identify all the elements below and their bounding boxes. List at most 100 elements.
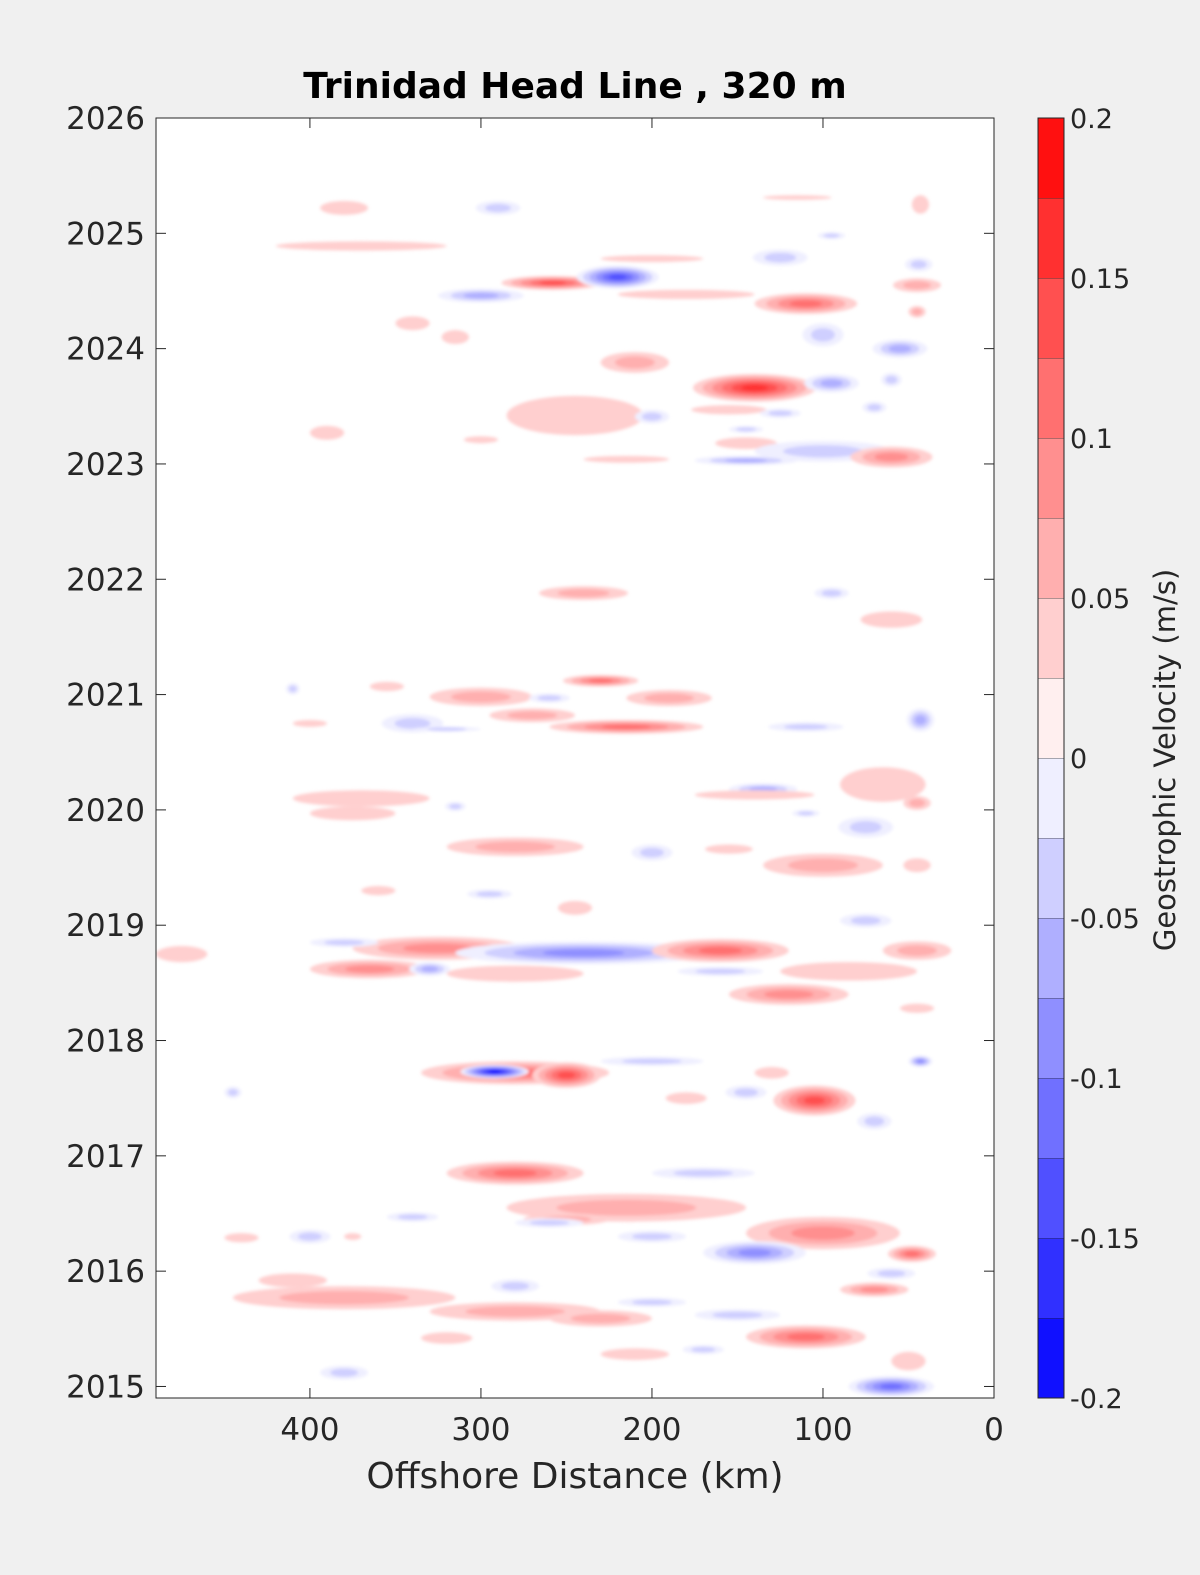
heat-feature xyxy=(728,984,849,1005)
heat-contour xyxy=(811,328,835,342)
heat-contour xyxy=(279,1290,409,1305)
heat-feature xyxy=(899,1003,935,1013)
heat-contour xyxy=(736,427,756,432)
heat-contour xyxy=(402,943,474,954)
heat-contour xyxy=(463,292,499,299)
heat-feature xyxy=(320,201,369,215)
heat-contour xyxy=(556,1199,697,1216)
heat-contour xyxy=(911,195,930,214)
heat-contour xyxy=(275,241,447,251)
heat-contour xyxy=(258,1273,328,1288)
heat-feature xyxy=(292,790,430,807)
colorbar-band xyxy=(1038,1318,1064,1398)
heat-contour xyxy=(764,252,797,263)
heat-contour xyxy=(345,965,395,973)
heat-contour xyxy=(451,691,511,703)
heat-feature xyxy=(682,1344,724,1355)
heat-contour xyxy=(632,1233,672,1240)
heat-contour xyxy=(888,344,912,353)
colorbar-tick-label: 0.1 xyxy=(1070,424,1113,455)
heat-contour xyxy=(632,1299,672,1305)
y-axis: 2015 2016 2017 2018 2019 2020 2021 2022 2023 2024… xyxy=(66,101,994,1405)
heat-feature xyxy=(703,1241,806,1265)
heat-contour xyxy=(421,1332,473,1344)
heat-contour xyxy=(557,900,593,915)
heat-feature xyxy=(429,687,533,707)
colorbar-band xyxy=(1038,278,1064,358)
heat-feature xyxy=(539,586,629,601)
heat-feature xyxy=(694,455,798,466)
y-tick-label: 2026 xyxy=(66,101,145,137)
heat-contour xyxy=(820,379,843,388)
chart-title: Trinidad Head Line , 320 m xyxy=(303,66,846,107)
heat-feature xyxy=(882,941,952,960)
heat-contour xyxy=(449,803,462,810)
heat-contour xyxy=(694,790,815,800)
heat-feature xyxy=(694,790,815,800)
heat-contour xyxy=(860,1286,889,1293)
heat-feature xyxy=(156,945,208,963)
heat-contour xyxy=(880,1383,903,1390)
heat-contour xyxy=(601,724,651,730)
heat-contour xyxy=(156,945,208,963)
plot-area xyxy=(156,118,994,1398)
y-tick-label: 2019 xyxy=(66,908,145,944)
heat-feature xyxy=(617,1297,687,1307)
heat-feature xyxy=(600,255,704,263)
colorbar-band xyxy=(1038,758,1064,838)
heat-feature xyxy=(887,1245,936,1262)
x-tick-label: 200 xyxy=(622,1412,681,1448)
heat-feature xyxy=(651,1167,755,1179)
heat-feature xyxy=(412,726,481,732)
heat-feature xyxy=(848,1376,935,1397)
heat-feature xyxy=(804,374,859,393)
heat-feature xyxy=(840,767,926,802)
heat-contour xyxy=(673,1169,734,1177)
colorbar-band xyxy=(1038,1078,1064,1158)
heat-feature xyxy=(583,455,670,463)
heat-feature xyxy=(746,1216,900,1250)
colorbar-tick-label: 0 xyxy=(1070,744,1087,775)
heat-feature xyxy=(725,1085,767,1100)
heat-contour xyxy=(909,798,926,808)
y-tick-label: 2015 xyxy=(66,1369,145,1405)
colorbar-frame xyxy=(1037,117,1065,1399)
heat-feature xyxy=(694,1309,781,1321)
heat-feature xyxy=(320,1365,369,1380)
heat-contour xyxy=(224,1233,259,1243)
heat-contour xyxy=(916,1059,925,1064)
heat-contour xyxy=(797,811,814,816)
heat-contour xyxy=(897,945,937,956)
heat-feature xyxy=(704,844,753,854)
colorbar-tick-label: -0.1 xyxy=(1070,1064,1123,1095)
heat-feature xyxy=(309,937,379,948)
heat-feature xyxy=(361,886,396,896)
heat-feature xyxy=(631,844,673,861)
heat-contour xyxy=(537,695,562,701)
heat-feature xyxy=(802,323,844,347)
heat-contour xyxy=(588,678,613,683)
heat-contour xyxy=(644,693,695,703)
heat-feature xyxy=(549,719,704,734)
heat-feature xyxy=(600,1056,704,1066)
heat-contour xyxy=(821,589,842,597)
colorbar-tick-label: -0.05 xyxy=(1070,904,1140,935)
heat-feature xyxy=(224,1233,259,1243)
heat-feature xyxy=(395,316,430,331)
heat-contour xyxy=(912,308,923,316)
y-tick-label: 2022 xyxy=(66,562,145,598)
heat-contour xyxy=(529,1220,570,1226)
heat-contour xyxy=(617,289,755,300)
heat-contour xyxy=(583,455,670,463)
heat-contour xyxy=(867,404,882,411)
heat-feature xyxy=(626,689,712,707)
heat-contour xyxy=(763,195,832,200)
heat-contour xyxy=(344,1233,362,1241)
heat-contour xyxy=(292,790,430,807)
heat-contour xyxy=(309,425,345,440)
heat-contour xyxy=(789,300,823,307)
heat-feature xyxy=(617,289,755,300)
heat-contour xyxy=(539,280,567,285)
heat-contour xyxy=(395,316,430,331)
heat-contour xyxy=(903,281,932,290)
